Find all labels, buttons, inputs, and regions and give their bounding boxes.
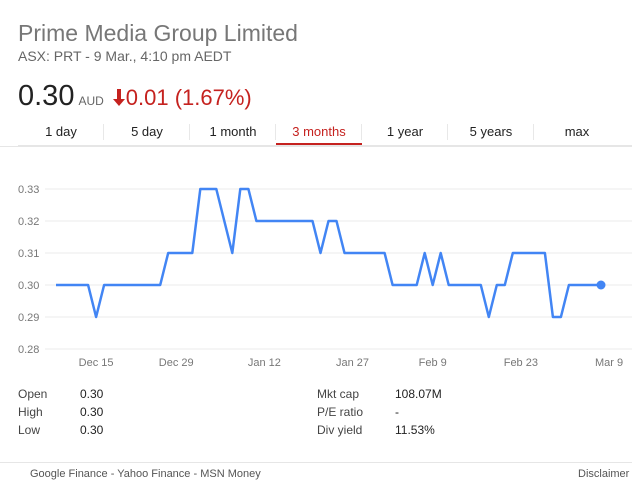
- stats-right: Mkt cap 108.07M P/E ratio - Div yield 11.53%: [317, 385, 442, 439]
- x-tick-label: Dec 29: [159, 357, 194, 369]
- stats-left: Open 0.30 High 0.30 Low 0.30: [18, 385, 103, 439]
- y-tick-label: 0.32: [18, 216, 39, 228]
- x-tick-label: Mar 9: [595, 357, 623, 369]
- tab-max[interactable]: max: [564, 124, 590, 139]
- time-range-tabs: 1 day 5 day 1 month 3 months 1 year 5 years ma…: [18, 120, 632, 146]
- x-tick-label: Jan 27: [336, 357, 369, 369]
- footer-divider: [0, 462, 632, 463]
- price-chart-svg: 0.33 0.32 0.31 0.30 0.29 0.28 Dec 15 Dec 29 Jan …: [0, 146, 632, 369]
- stat-row: Low 0.30: [18, 421, 103, 439]
- currency-label: AUD: [78, 94, 104, 108]
- stat-label: P/E ratio: [317, 405, 364, 419]
- price-line: 0.30 AUD 0.01 (1.67%): [18, 80, 252, 112]
- down-arrow-icon: [112, 89, 125, 106]
- stat-row: Div yield 11.53%: [317, 421, 442, 439]
- current-price: 0.30: [18, 80, 75, 112]
- y-tick-label: 0.28: [18, 344, 39, 356]
- ticker-timestamp: ASX: PRT - 9 Mar., 4:10 pm AEDT: [18, 48, 232, 64]
- x-tick-label: Feb 23: [504, 357, 538, 369]
- footer: Google Finance - Yahoo Finance - MSN Mon…: [0, 466, 632, 482]
- x-tick-label: Dec 15: [79, 357, 114, 369]
- price-series-line: [56, 187, 601, 319]
- disclaimer-link[interactable]: Disclaimer: [578, 468, 630, 480]
- y-tick-label: 0.33: [18, 184, 39, 196]
- stat-row: P/E ratio -: [317, 403, 442, 421]
- stat-value: 11.53%: [395, 423, 435, 437]
- y-tick-label: 0.31: [18, 248, 39, 260]
- tab-5-day[interactable]: 5 day: [104, 120, 190, 145]
- y-tick-label: 0.29: [18, 312, 39, 324]
- tab-5-years[interactable]: 5 years: [448, 120, 534, 145]
- y-tick-label: 0.30: [18, 280, 39, 292]
- stat-label: Open: [18, 387, 48, 401]
- tab-1-day[interactable]: 1 day: [18, 120, 104, 145]
- company-name: Prime Media Group Limited: [18, 20, 298, 46]
- tab-1-year[interactable]: 1 year: [362, 120, 448, 145]
- stat-label: High: [18, 405, 43, 419]
- last-price-marker[interactable]: [596, 280, 606, 290]
- tab-3-months[interactable]: 3 months: [276, 120, 362, 145]
- price-change-value: 0.01 (1.67%): [125, 85, 252, 110]
- data-sources-links[interactable]: Google Finance - Yahoo Finance - MSN Mon…: [30, 468, 261, 480]
- x-tick-label: Feb 9: [419, 357, 447, 369]
- stat-label: Low: [18, 423, 41, 437]
- tab-1-month[interactable]: 1 month: [190, 120, 276, 145]
- stat-value: 0.30: [80, 387, 104, 401]
- price-change: 0.01 (1.67%): [112, 85, 252, 110]
- stat-value: -: [395, 405, 399, 419]
- price-chart: 0.33 0.32 0.31 0.30 0.29 0.28 Dec 15 Dec 29 Jan …: [0, 146, 632, 376]
- stat-label: Div yield: [317, 423, 363, 437]
- stat-value: 0.30: [80, 405, 104, 419]
- stat-row: High 0.30: [18, 403, 103, 421]
- x-tick-label: Jan 12: [248, 357, 281, 369]
- stat-value: 0.30: [80, 423, 104, 437]
- stat-value: 108.07M: [395, 387, 442, 401]
- stat-row: Open 0.30: [18, 385, 103, 403]
- stat-label: Mkt cap: [317, 387, 360, 401]
- stat-row: Mkt cap 108.07M: [317, 385, 442, 403]
